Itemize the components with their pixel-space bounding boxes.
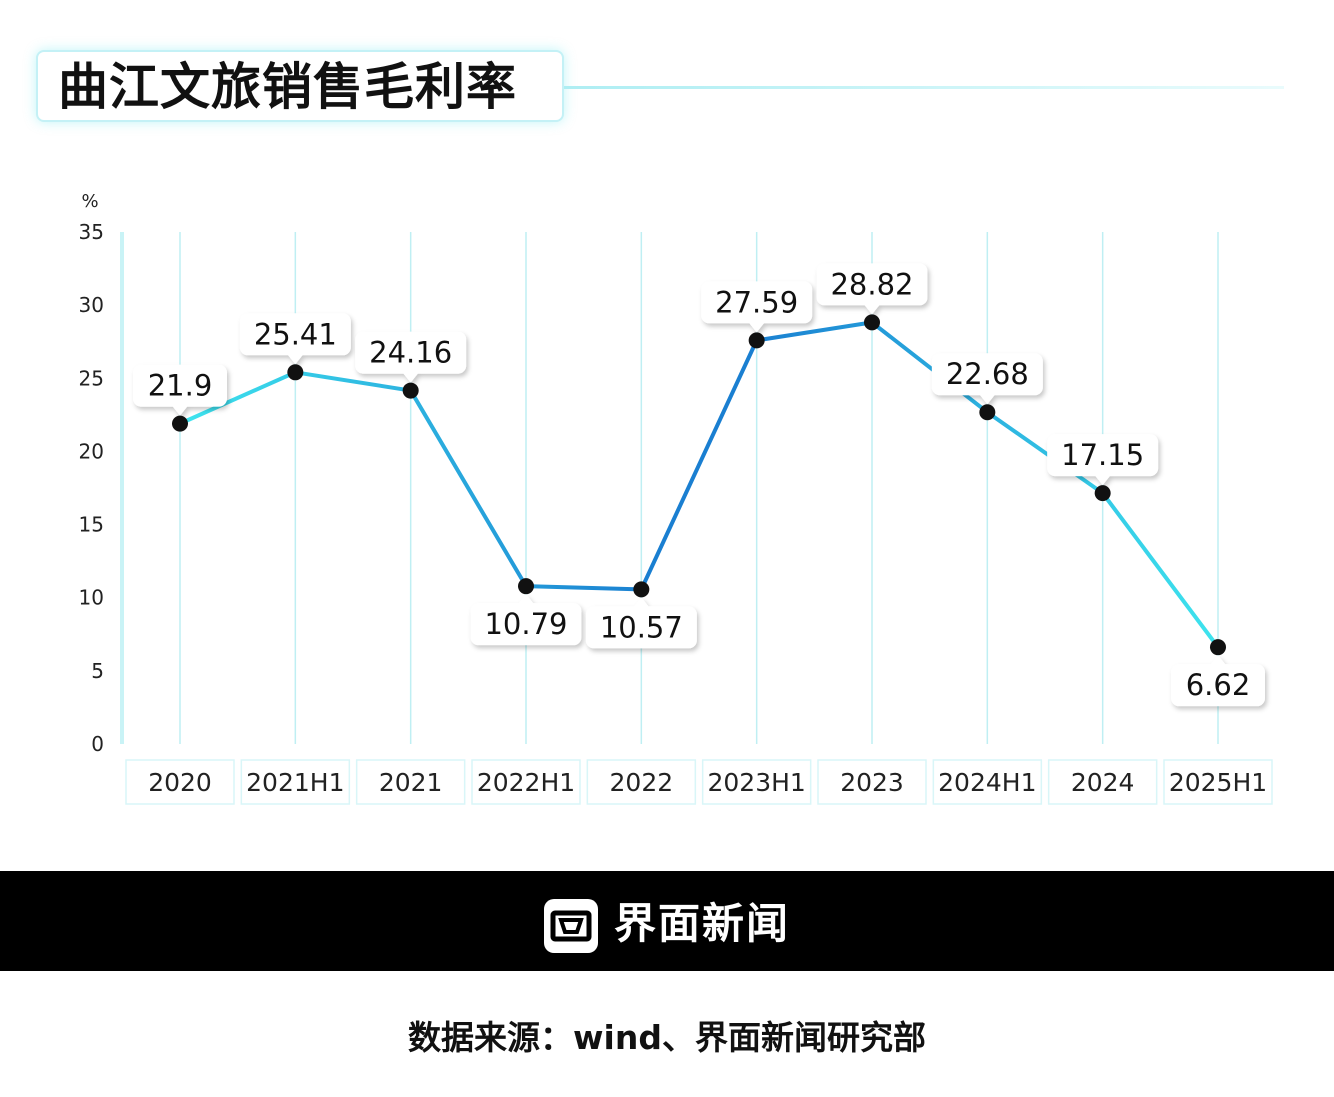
x-tick-label: 2023 xyxy=(840,768,904,797)
x-tick-label: 2024H1 xyxy=(938,768,1036,797)
y-tick-label: 20 xyxy=(79,439,104,463)
data-label xyxy=(931,353,1043,405)
data-label xyxy=(133,364,227,416)
x-tick-label: 2022 xyxy=(610,768,674,797)
x-tick-label: 2025H1 xyxy=(1169,768,1267,797)
x-category-box xyxy=(817,759,927,805)
x-category-box xyxy=(240,759,351,805)
y-tick-label: 0 xyxy=(91,732,104,756)
x-tick-label: 2020 xyxy=(148,768,212,797)
chart-title: 曲江文旅销售毛利率 xyxy=(58,58,517,116)
x-tick-label: 2021H1 xyxy=(246,768,344,797)
y-tick-label: 5 xyxy=(91,659,104,683)
data-value-label: 10.57 xyxy=(600,610,683,644)
data-label xyxy=(585,597,697,649)
jiemian-logo-icon xyxy=(544,899,598,953)
data-source: 数据来源：wind、界面新闻研究部 xyxy=(408,1018,926,1057)
data-point xyxy=(864,314,880,331)
data-label xyxy=(701,281,813,333)
data-point xyxy=(748,332,765,349)
data-label xyxy=(816,263,928,315)
y-tick-label: 15 xyxy=(79,513,104,537)
data-point xyxy=(287,364,304,381)
data-point xyxy=(1210,639,1226,656)
data-value-label: 10.79 xyxy=(484,607,567,641)
x-category-box xyxy=(1047,759,1158,805)
x-category-box xyxy=(932,759,1043,805)
y-tick-label: 30 xyxy=(79,293,104,317)
data-point xyxy=(172,415,188,432)
line-chart: % 0 5 10 15 20 25 30 35 2020 2021H1 2021 2022H1 2022… xyxy=(79,191,1275,805)
data-label xyxy=(1047,434,1159,486)
data-value-label: 24.16 xyxy=(369,336,452,370)
brand-name: 界面新闻 xyxy=(614,899,791,948)
x-category-box xyxy=(471,759,581,805)
data-value-label: 17.15 xyxy=(1061,438,1144,472)
y-tick-label: 35 xyxy=(79,220,104,244)
x-category-box xyxy=(701,759,812,805)
title-box: 曲江文旅销售毛利率 xyxy=(36,50,564,122)
data-value-label: 22.68 xyxy=(946,357,1029,391)
data-value-label: 21.9 xyxy=(148,369,213,403)
data-label xyxy=(239,313,351,365)
data-label xyxy=(470,594,582,646)
x-tick-label: 2024 xyxy=(1071,768,1135,797)
y-tick-label: 25 xyxy=(79,366,104,390)
data-point xyxy=(979,404,996,421)
data-point xyxy=(633,581,650,598)
x-category-box xyxy=(1163,759,1273,805)
data-value-label: 27.59 xyxy=(715,285,798,319)
data-label xyxy=(355,331,467,383)
y-unit-label: % xyxy=(81,191,98,212)
x-tick-label: 2021 xyxy=(379,768,443,797)
x-tick-label: 2022H1 xyxy=(477,768,575,797)
data-value-label: 25.41 xyxy=(254,317,337,351)
data-point xyxy=(518,578,534,595)
data-label xyxy=(1171,655,1265,707)
x-category-box xyxy=(586,759,697,805)
title-divider xyxy=(564,86,1284,89)
data-point xyxy=(402,382,419,399)
footer-bar: 界面新闻 xyxy=(0,871,1334,971)
data-value-label: 28.82 xyxy=(830,267,913,301)
data-point xyxy=(1094,485,1111,502)
series-line xyxy=(179,320,1220,649)
data-value-label: 6.62 xyxy=(1186,668,1251,702)
x-category-box xyxy=(355,759,466,805)
x-tick-label: 2023H1 xyxy=(708,768,806,797)
x-category-box xyxy=(125,759,235,805)
y-tick-label: 10 xyxy=(79,586,104,610)
